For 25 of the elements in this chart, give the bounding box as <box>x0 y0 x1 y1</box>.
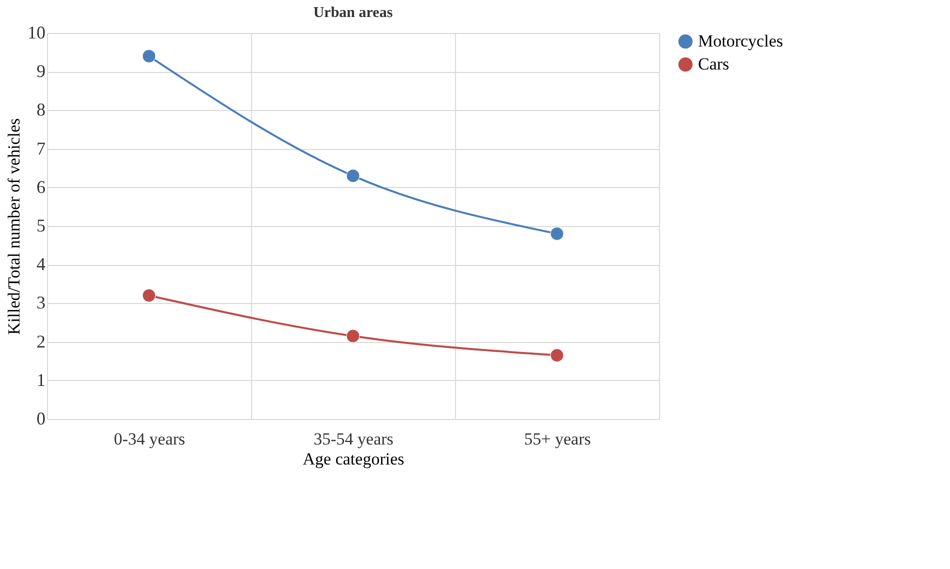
y-tick-label: 6 <box>36 176 46 197</box>
chart-title: Urban areas <box>313 5 393 21</box>
y-tick-label: 4 <box>36 254 46 274</box>
y-tick-label: 7 <box>36 138 46 158</box>
y-tick-label: 1 <box>36 370 46 390</box>
point <box>550 348 564 362</box>
x-tick-label: 35-54 years <box>314 430 394 448</box>
point <box>550 226 564 240</box>
legend-label: Cars <box>698 54 730 74</box>
y-axis-title: Killed/Total number of vehicles <box>4 118 24 335</box>
legend-label: Motorcycles <box>698 32 783 50</box>
x-axis-title: Age categories <box>302 450 404 468</box>
point <box>346 329 360 343</box>
y-tick-label: 5 <box>36 216 46 236</box>
y-tick-label: 0 <box>36 408 46 428</box>
point <box>346 169 360 183</box>
y-tick-label: 10 <box>28 22 46 42</box>
y-tick-label: 9 <box>36 61 46 82</box>
y-tick-label: 8 <box>36 100 46 120</box>
point <box>142 288 156 302</box>
x-tick-label: 55+ years <box>524 430 591 448</box>
point <box>142 49 156 63</box>
x-tick-label: 0-34 years <box>114 430 186 448</box>
y-tick-label: 2 <box>36 331 46 352</box>
y-tick-label: 3 <box>36 292 46 313</box>
